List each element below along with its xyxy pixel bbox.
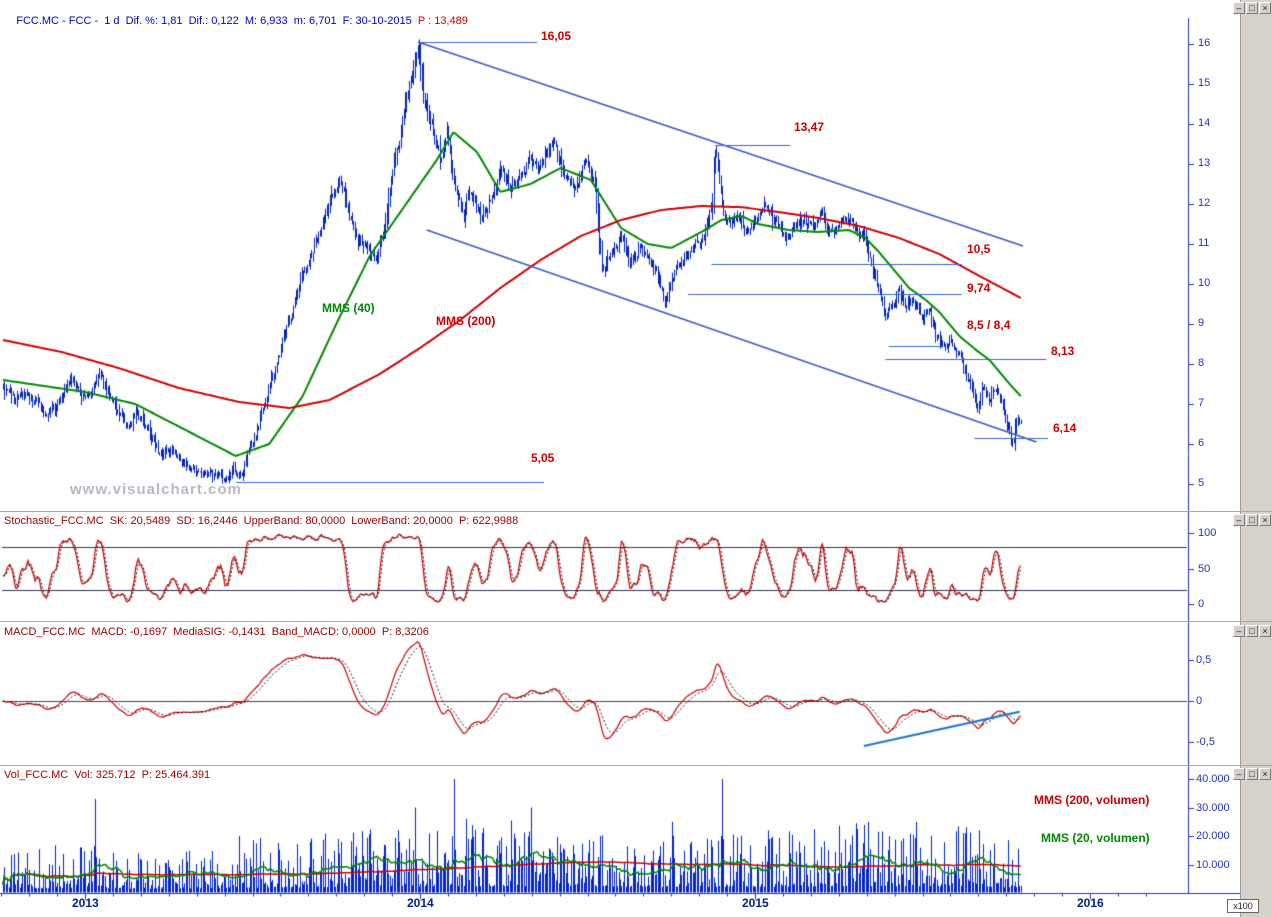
stochastic-panel-header: Stochastic_FCC.MC SK: 20,5489 SD: 16,244…	[4, 515, 519, 527]
volume-panel-header: Vol_FCC.MC Vol: 325.712 P: 25.464.391	[4, 769, 211, 781]
minimize-button[interactable]: –	[1233, 2, 1245, 14]
close-button[interactable]: ×	[1259, 625, 1271, 637]
watermark: www.visualchart.com	[70, 481, 242, 498]
macd-panel-controls: – □ ×	[1233, 625, 1272, 638]
price-panel-controls: – □ ×	[1233, 2, 1272, 15]
close-button[interactable]: ×	[1259, 768, 1271, 780]
minimize-button[interactable]: –	[1233, 768, 1245, 780]
close-button[interactable]: ×	[1259, 2, 1271, 14]
restore-button[interactable]: □	[1246, 514, 1258, 526]
restore-button[interactable]: □	[1246, 625, 1258, 637]
price-panel-header: FCC.MC - FCC - 1 d Dif. %: 1,81 Dif.: 0,…	[4, 3, 468, 39]
close-button[interactable]: ×	[1259, 514, 1271, 526]
quote-p-value: P : 13,489	[411, 15, 468, 27]
right-scroll-strip	[1240, 0, 1272, 917]
panel-separator[interactable]	[0, 621, 1272, 622]
panel-separator[interactable]	[0, 765, 1272, 766]
panel-separator[interactable]	[0, 511, 1272, 512]
quote-info: FCC.MC - FCC - 1 d Dif. %: 1,81 Dif.: 0,…	[16, 15, 412, 27]
minimize-button[interactable]: –	[1233, 625, 1245, 637]
minimize-button[interactable]: –	[1233, 514, 1245, 526]
stochastic-panel-controls: – □ ×	[1233, 514, 1272, 527]
volume-panel-controls: – □ ×	[1233, 768, 1272, 781]
macd-panel-header: MACD_FCC.MC MACD: -0,1697 MediaSIG: -0,1…	[4, 626, 429, 638]
restore-button[interactable]: □	[1246, 768, 1258, 780]
x100-multiplier-badge: x100	[1227, 899, 1259, 913]
restore-button[interactable]: □	[1246, 2, 1258, 14]
